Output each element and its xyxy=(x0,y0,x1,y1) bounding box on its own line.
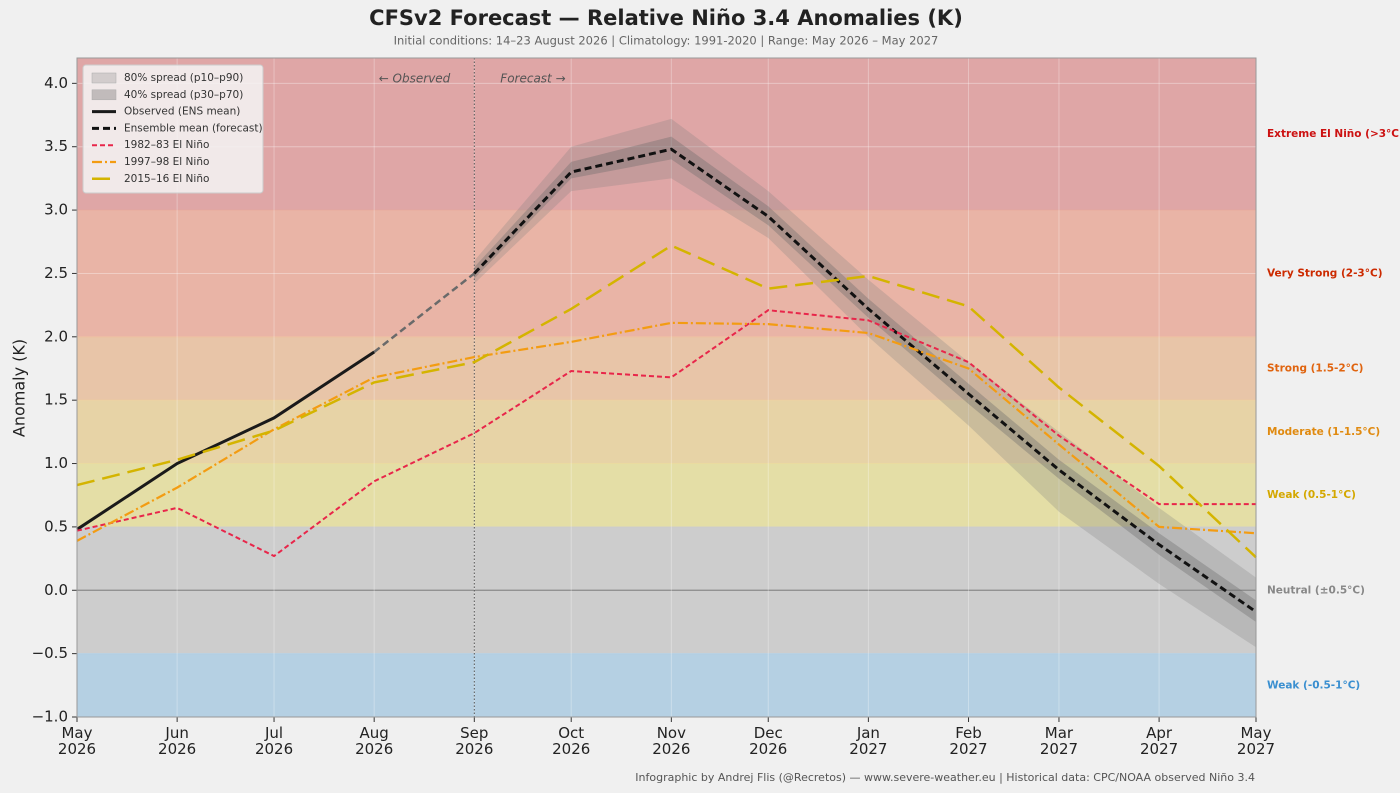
zone xyxy=(77,336,1256,401)
legend-label: 1997–98 El Niño xyxy=(124,156,209,168)
y-tick-label: 3.0 xyxy=(44,201,68,219)
x-tick-label: May 2027 xyxy=(1237,724,1275,758)
legend-label: 40% spread (p30–p70) xyxy=(124,89,243,101)
x-tick-label: Dec 2026 xyxy=(749,724,787,758)
x-tick-label: Jan 2027 xyxy=(849,724,887,758)
y-tick-label: 2.0 xyxy=(44,327,68,345)
y-tick-label: 0.0 xyxy=(44,581,68,599)
legend-label: 2015–16 El Niño xyxy=(124,173,209,185)
zone-label: Very Strong (2-3°C) xyxy=(1267,267,1383,279)
zone xyxy=(77,653,1256,717)
y-tick-label: 2.5 xyxy=(44,264,68,282)
x-tick-label: Apr 2027 xyxy=(1140,724,1178,758)
x-tick-label: May 2026 xyxy=(58,724,96,758)
x-tick-label: Jul 2026 xyxy=(255,724,293,758)
spread-band xyxy=(474,136,1256,622)
series-line xyxy=(76,244,1257,559)
series-line xyxy=(76,321,1257,542)
annotation: Forecast → xyxy=(500,72,565,86)
zone xyxy=(77,210,1256,337)
y-tick-label: 1.5 xyxy=(44,391,68,409)
zone xyxy=(77,58,1256,211)
legend-label: 1982–83 El Niño xyxy=(124,139,209,151)
y-tick-label: 3.5 xyxy=(44,137,68,155)
x-tick-label: Oct 2026 xyxy=(552,724,590,758)
x-tick-label: Nov 2026 xyxy=(652,724,690,758)
x-tick-label: Jun 2026 xyxy=(158,724,196,758)
legend: 80% spread (p10–p90) 40% spread (p30–p70)… xyxy=(82,64,264,194)
y-tick-label: −1.0 xyxy=(32,708,68,726)
zone xyxy=(77,463,1256,527)
y-tick-label: 4.0 xyxy=(44,74,68,92)
legend-swatch xyxy=(91,89,117,101)
legend-label: 80% spread (p10–p90) xyxy=(124,72,243,84)
series-line xyxy=(76,350,375,531)
legend-box xyxy=(82,64,264,194)
footer: Infographic by Andrej Flis (@Recretos) —… xyxy=(635,771,1255,784)
legend-label: Observed (ENS mean) xyxy=(124,106,240,118)
x-tick-label: Aug 2026 xyxy=(355,724,393,758)
chart-subtitle: Initial conditions: 14–23 August 2026 | … xyxy=(394,34,939,48)
zone-label: Extreme El Niño (>3°C) xyxy=(1267,128,1400,140)
spread-band xyxy=(474,118,1256,648)
y-tick-label: 0.5 xyxy=(44,517,68,535)
y-axis-label: Anomaly (K) xyxy=(10,339,29,437)
series-line xyxy=(76,309,1256,558)
zone-label: Strong (1.5-2°C) xyxy=(1267,362,1363,374)
legend-swatch xyxy=(91,72,117,84)
zone-label: Weak (0.5-1°C) xyxy=(1267,489,1356,501)
plot-frame xyxy=(76,57,1257,718)
annotation: ← Observed xyxy=(379,72,451,86)
y-tick-label: 1.0 xyxy=(44,454,68,472)
zone-label: Neutral (±0.5°C) xyxy=(1267,584,1365,596)
zone-label: Moderate (1-1.5°C) xyxy=(1267,426,1380,438)
x-tick-label: Mar 2027 xyxy=(1040,724,1078,758)
legend-label: Ensemble mean (forecast) xyxy=(124,122,263,134)
zone xyxy=(77,400,1256,464)
zone-label: Weak (-0.5-1°C) xyxy=(1267,679,1360,691)
series-line xyxy=(473,147,1257,614)
chart-title: CFSv2 Forecast — Relative Niño 3.4 Anoma… xyxy=(369,6,963,30)
y-tick-label: −0.5 xyxy=(32,644,68,662)
x-tick-label: Sep 2026 xyxy=(455,724,493,758)
x-tick-label: Feb 2027 xyxy=(949,724,987,758)
